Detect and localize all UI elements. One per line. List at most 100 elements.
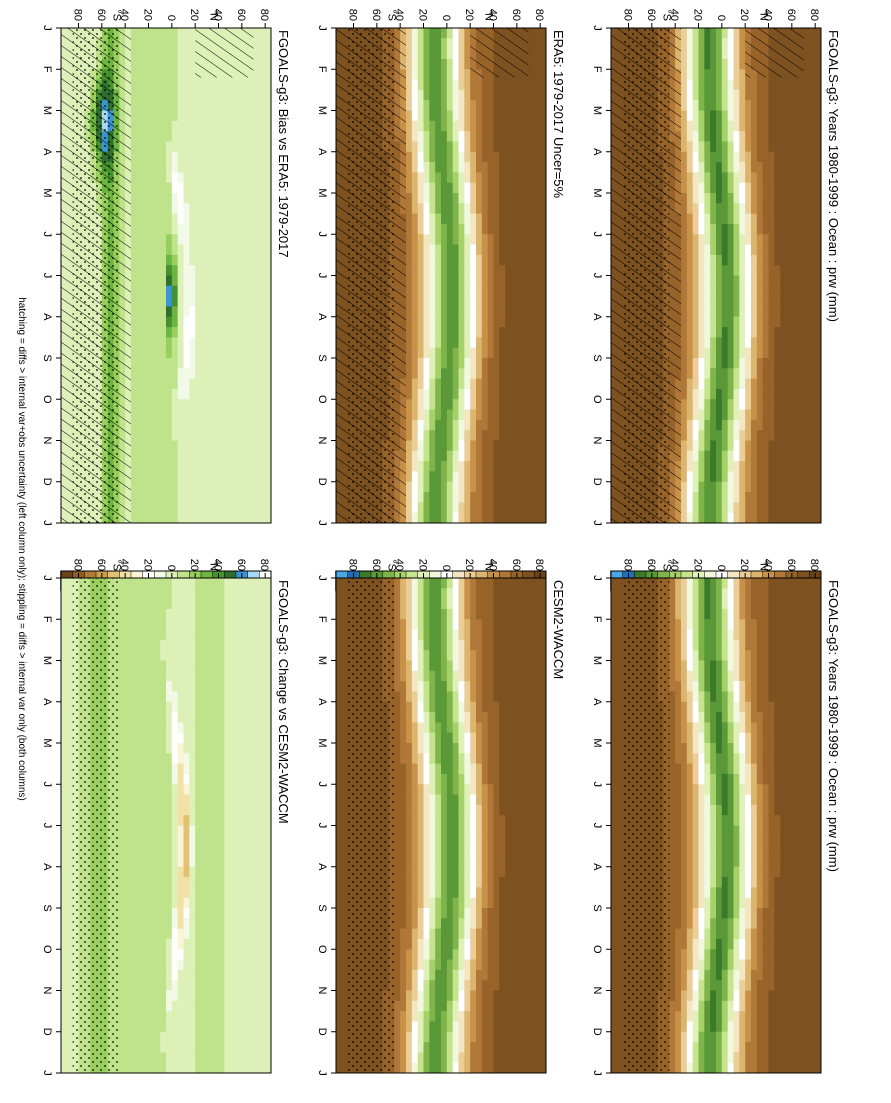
heat-cell (780, 90, 786, 101)
heat-cell (675, 609, 681, 620)
heat-cell (487, 379, 493, 390)
heat-cell (716, 1032, 722, 1043)
heat-cell (528, 49, 534, 60)
heat-cell (768, 722, 774, 733)
heat-cell (681, 255, 687, 266)
heat-cell (499, 131, 505, 142)
heat-cell (704, 743, 710, 754)
heat-cell (681, 929, 687, 940)
heat-cell (762, 441, 768, 452)
heat-cell (704, 588, 710, 599)
heat-cell (411, 100, 417, 111)
heat-cell (511, 399, 517, 410)
heat-cell (675, 856, 681, 867)
heat-cell (681, 49, 687, 60)
heat-cell (774, 141, 780, 152)
heat-cell (809, 1052, 815, 1063)
heat-cell (727, 255, 733, 266)
heat-cell (511, 276, 517, 287)
heat-cell (464, 337, 470, 348)
heat-cell (692, 846, 698, 857)
heat-cell (681, 389, 687, 400)
heat-cell (803, 1021, 809, 1032)
heat-cell (745, 420, 751, 431)
heat-cell (786, 296, 792, 307)
heat-cell (733, 918, 739, 929)
heat-cell (797, 90, 803, 101)
heat-cell (815, 640, 821, 651)
heat-cell (745, 255, 751, 266)
heat-cell (733, 389, 739, 400)
heat-cell (411, 410, 417, 421)
heat-cell (727, 784, 733, 795)
heat-cell (780, 430, 786, 441)
heat-cell (721, 918, 727, 929)
heat-cell (417, 28, 423, 39)
heat-cell (786, 162, 792, 173)
heat-cell (710, 815, 716, 826)
heat-cell (721, 753, 727, 764)
heat-cell (698, 681, 704, 692)
heat-cell (780, 513, 786, 524)
heat-cell (762, 193, 768, 204)
heat-cell (797, 1052, 803, 1063)
heat-cell (704, 451, 710, 462)
heat-cell (692, 774, 698, 785)
heat-cell (739, 28, 745, 39)
heat-cell (616, 764, 622, 775)
heat-cell (681, 970, 687, 981)
heat-cell (710, 379, 716, 390)
heat-cell (739, 846, 745, 857)
heat-cell (727, 203, 733, 214)
heat-cell (791, 224, 797, 235)
heat-cell (423, 358, 429, 369)
heat-cell (762, 712, 768, 723)
heat-cell (751, 90, 757, 101)
heat-cell (803, 774, 809, 785)
heat-cell (716, 619, 722, 630)
heat-cell (774, 203, 780, 214)
heat-cell (756, 121, 762, 132)
heat-cell (686, 702, 692, 713)
heat-cell (534, 90, 540, 101)
heat-cell (727, 588, 733, 599)
heat-cell (786, 410, 792, 421)
heat-cell (611, 578, 617, 589)
heat-cell (768, 368, 774, 379)
heat-cell (791, 255, 797, 266)
heat-cell (441, 152, 447, 163)
heat-cell (464, 152, 470, 163)
heat-cell (499, 203, 505, 214)
heat-cell (733, 712, 739, 723)
heat-cell (727, 609, 733, 620)
heat-cell (809, 368, 815, 379)
heat-cell (698, 1011, 704, 1022)
heat-cell (435, 379, 441, 390)
heat-cell (452, 100, 458, 111)
heat-cell (780, 368, 786, 379)
heat-cell (441, 410, 447, 421)
heat-cell (522, 368, 528, 379)
heat-cell (540, 348, 546, 359)
heat-cell (803, 111, 809, 122)
heat-cell (540, 265, 546, 276)
heat-cell (406, 234, 412, 245)
heat-cell (681, 111, 687, 122)
heat-cell (681, 90, 687, 101)
heat-cell (780, 836, 786, 847)
heat-cell (499, 245, 505, 256)
heat-cell (791, 887, 797, 898)
heat-cell (780, 203, 786, 214)
heat-cell (692, 898, 698, 909)
heat-cell (791, 121, 797, 132)
heat-cell (511, 327, 517, 338)
heat-cell (692, 918, 698, 929)
heat-cell (751, 80, 757, 91)
heat-cell (809, 836, 815, 847)
x-tick-label: J (591, 273, 603, 279)
heat-cell (762, 183, 768, 194)
heat-cell (417, 121, 423, 132)
heat-cell (751, 265, 757, 276)
heat-cell (786, 131, 792, 142)
heat-cell (762, 358, 768, 369)
